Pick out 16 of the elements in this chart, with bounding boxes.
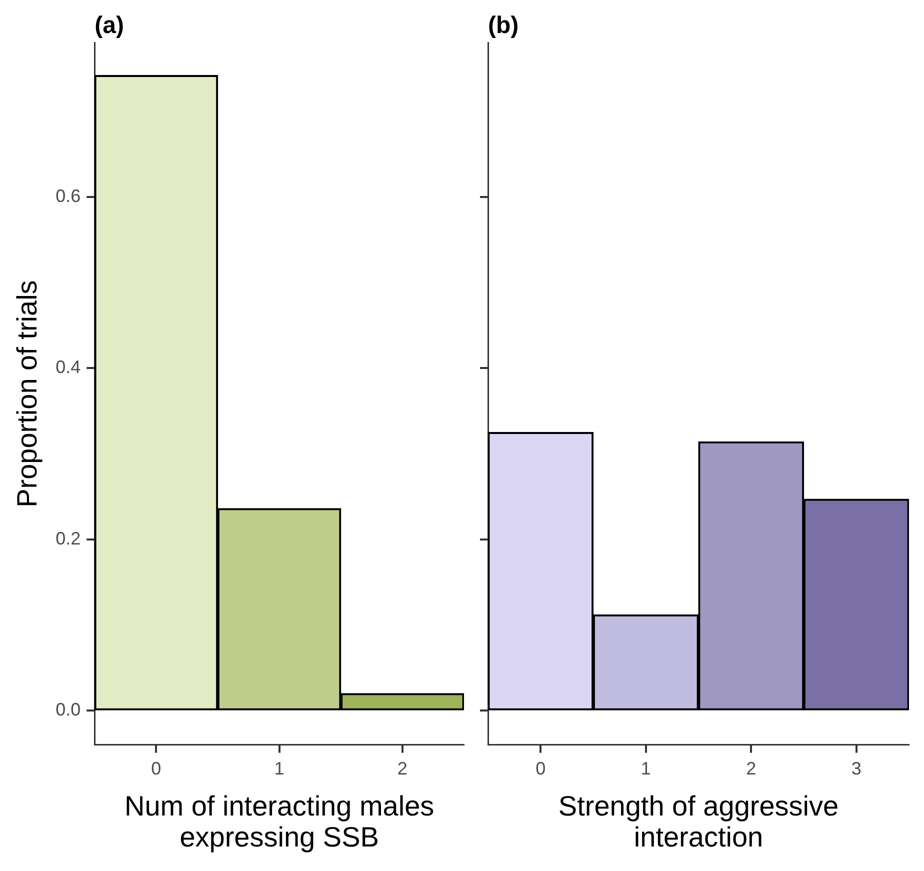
x-tick-label: 3 — [851, 758, 862, 779]
x-tick-label: 0 — [151, 758, 162, 779]
x-axis-title: Strength of aggressive interaction — [558, 790, 839, 852]
y-tick-label: 0.6 — [56, 186, 81, 206]
x-tick-label: 1 — [274, 758, 284, 779]
chart-title: (a) — [94, 12, 124, 40]
chart-title: (b) — [488, 12, 519, 40]
x-tick-label: 2 — [397, 758, 408, 779]
x-axis-title: Num of interacting males expressing SSB — [124, 790, 434, 852]
x-tick-label: 0 — [536, 758, 546, 779]
y-tick-label: 0.0 — [56, 700, 81, 720]
x-tick-label: 2 — [746, 758, 756, 779]
x-tick-label: 1 — [640, 758, 651, 779]
y-tick-label: 0.4 — [56, 357, 81, 378]
y-tick-label: 0.2 — [56, 528, 81, 548]
y-axis-title: Proportion of trials — [12, 280, 43, 508]
